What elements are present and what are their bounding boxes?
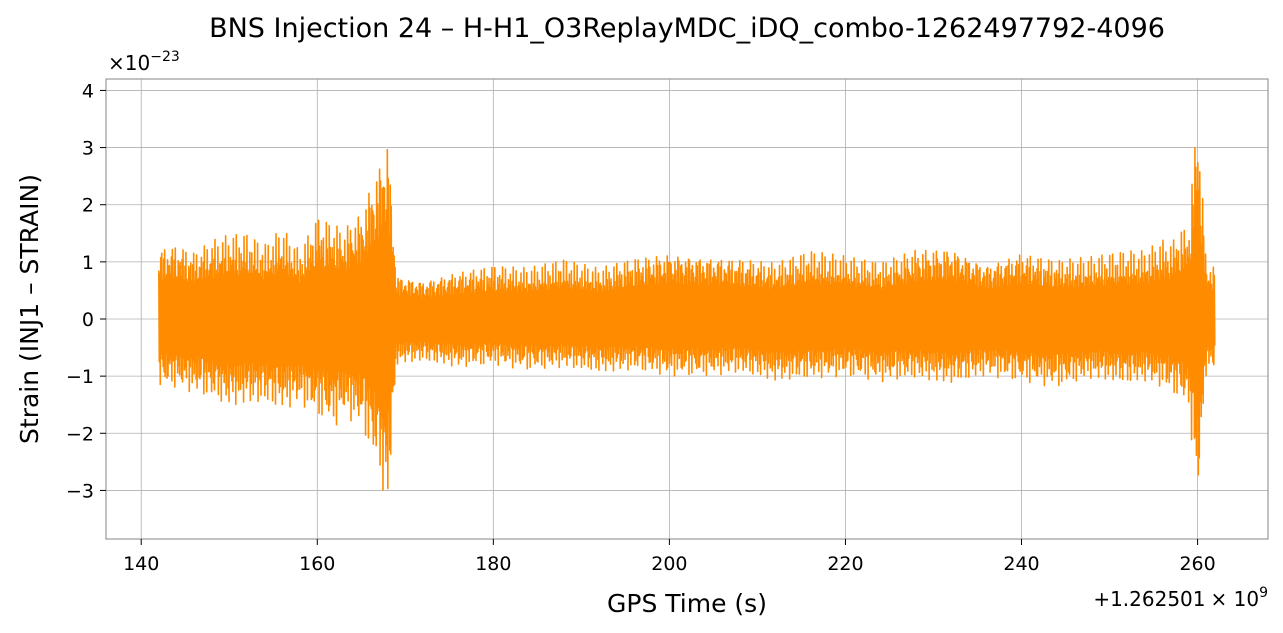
x-tick-label: 260 <box>1179 553 1215 575</box>
strain-series-line <box>158 147 1216 491</box>
x-tick-label: 140 <box>123 553 159 575</box>
x-tick-label: 240 <box>1003 553 1039 575</box>
x-tick-label: 220 <box>827 553 863 575</box>
y-scale-factor: ×10−23 <box>108 49 180 75</box>
x-axis-label: GPS Time (s) <box>607 589 767 618</box>
data-series <box>158 147 1216 491</box>
y-tick-label: −1 <box>66 366 94 388</box>
y-tick-label: 4 <box>82 80 94 102</box>
y-tick-label: 1 <box>82 252 94 274</box>
plot-frame <box>105 78 1269 540</box>
y-tick-label: −3 <box>66 480 94 502</box>
x-tick-label: 160 <box>299 553 335 575</box>
y-tick-label: 0 <box>82 309 94 331</box>
y-tick-label: 3 <box>82 138 94 160</box>
y-tick-label: −2 <box>66 423 94 445</box>
y-tick-label: 2 <box>82 195 94 217</box>
y-axis-label: Strain (INJ1 – STRAIN) <box>15 174 44 444</box>
x-tick-label: 180 <box>475 553 511 575</box>
chart-title: BNS Injection 24 – H-H1_O3ReplayMDC_iDQ_… <box>209 13 1165 44</box>
x-offset-label: +1.262501 × 109 <box>1093 585 1268 611</box>
axis-ticks: 140 160 180 200 220 240 260 −3 −2 −1 0 1 2 3 4 <box>66 80 1216 575</box>
x-tick-label: 200 <box>651 553 687 575</box>
